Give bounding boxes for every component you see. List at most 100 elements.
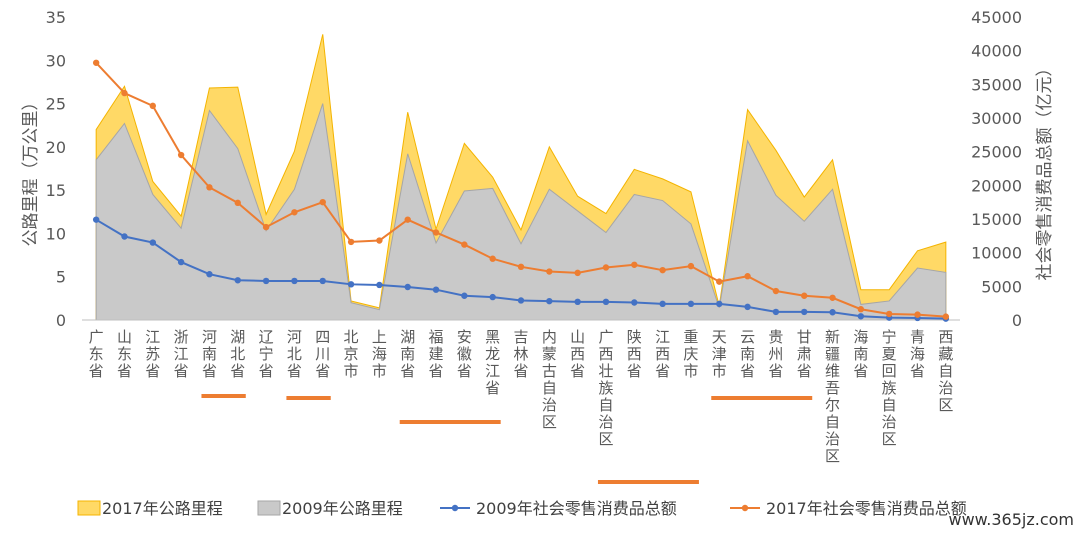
category-label: 新疆维吾尔自治区 bbox=[825, 328, 840, 465]
category-label: 辽宁省 bbox=[259, 328, 274, 380]
point-2009-retail-sales bbox=[574, 298, 581, 306]
point-2017-retail-sales bbox=[92, 59, 100, 66]
category-label: 福建省 bbox=[429, 328, 444, 380]
point-2009-retail-sales bbox=[489, 293, 496, 301]
point-2009-retail-sales bbox=[716, 300, 723, 308]
point-2017-retail-sales bbox=[687, 262, 695, 270]
point-2009-retail-sales bbox=[291, 277, 298, 285]
point-2009-retail-sales bbox=[602, 298, 610, 306]
legend-marker-2017-retail-sales bbox=[741, 504, 749, 512]
point-2009-retail-sales bbox=[234, 277, 241, 284]
category-label: 江西省 bbox=[655, 328, 670, 380]
category-label: 浙江省 bbox=[174, 328, 189, 380]
category-label: 云南省 bbox=[740, 328, 755, 380]
y2-tick-label: 15000 bbox=[971, 210, 1022, 229]
category-label: 山西省 bbox=[570, 328, 585, 380]
y-tick-label: 20 bbox=[46, 138, 66, 157]
point-2017-retail-sales bbox=[772, 287, 780, 295]
category-label: 安徽省 bbox=[457, 328, 472, 380]
point-2009-retail-sales bbox=[432, 286, 440, 293]
category-label: 上海市 bbox=[372, 328, 387, 380]
point-2017-retail-sales bbox=[857, 306, 865, 313]
point-2017-retail-sales bbox=[149, 102, 157, 110]
point-2017-retail-sales bbox=[404, 216, 411, 223]
point-2009-retail-sales bbox=[376, 281, 383, 289]
point-2017-retail-sales bbox=[744, 273, 751, 280]
category-label: 重庆市 bbox=[683, 328, 698, 380]
point-2009-retail-sales bbox=[546, 297, 553, 305]
right-axis-tick-labels: 0 5000 10000 15000 20000 25000 30000 35000 40000… bbox=[971, 8, 1022, 330]
y2-tick-label: 25000 bbox=[971, 143, 1022, 162]
legend-swatch-2017-road-mileage bbox=[77, 500, 101, 516]
point-2017-retail-sales bbox=[319, 198, 326, 206]
y2-tick-label: 10000 bbox=[971, 244, 1022, 263]
point-2009-retail-sales bbox=[149, 239, 157, 246]
point-2017-retail-sales bbox=[914, 311, 921, 318]
category-label: 河北省 bbox=[287, 328, 302, 380]
category-label: 北京市 bbox=[344, 328, 359, 380]
category-label: 湖南省 bbox=[400, 328, 415, 380]
legend: 2017年公路里程 2009年公路里程 2009年社会零售消费品总额 2017年社会零… bbox=[77, 499, 967, 518]
y-tick-label: 35 bbox=[46, 8, 66, 27]
y-tick-label: 0 bbox=[56, 311, 66, 330]
point-2017-retail-sales bbox=[659, 266, 666, 274]
point-2017-retail-sales bbox=[121, 89, 128, 97]
category-label: 广东省 bbox=[89, 328, 104, 380]
point-2017-retail-sales bbox=[942, 313, 950, 320]
point-2009-retail-sales bbox=[262, 277, 270, 285]
legend-label-2009-road-mileage: 2009年公路里程 bbox=[282, 499, 403, 518]
point-2017-retail-sales bbox=[489, 255, 496, 262]
point-2009-retail-sales bbox=[461, 292, 468, 299]
point-2017-retail-sales bbox=[177, 151, 185, 159]
point-2017-retail-sales bbox=[347, 238, 355, 246]
point-2009-retail-sales bbox=[687, 300, 695, 308]
category-underlines bbox=[201, 394, 813, 484]
point-2017-retail-sales bbox=[885, 310, 893, 318]
point-2009-retail-sales bbox=[347, 281, 355, 288]
y2-tick-label: 5000 bbox=[981, 277, 1022, 296]
category-labels: 广东省山东省江苏省浙江省河南省湖北省辽宁省河北省四川省北京市上海市湖南省福建省安… bbox=[89, 328, 954, 465]
y2-tick-label: 35000 bbox=[971, 75, 1022, 94]
point-2017-retail-sales bbox=[461, 241, 468, 248]
point-2017-retail-sales bbox=[801, 292, 808, 299]
y-tick-label: 15 bbox=[46, 181, 66, 200]
point-2017-retail-sales bbox=[291, 209, 298, 216]
point-2009-retail-sales bbox=[801, 308, 808, 316]
point-2009-retail-sales bbox=[772, 308, 780, 316]
y-tick-label: 5 bbox=[56, 268, 66, 287]
point-2017-retail-sales bbox=[602, 264, 610, 271]
category-label: 黑龙江省 bbox=[485, 328, 500, 397]
y2-tick-label: 30000 bbox=[971, 109, 1022, 128]
point-2009-retail-sales bbox=[829, 309, 836, 316]
y2-tick-label: 45000 bbox=[971, 8, 1022, 27]
point-2017-retail-sales bbox=[234, 199, 241, 207]
point-2009-retail-sales bbox=[177, 258, 185, 266]
point-2017-retail-sales bbox=[262, 223, 270, 231]
watermark-text: www.365jz.com bbox=[948, 510, 1074, 529]
category-label: 四川省 bbox=[315, 328, 330, 380]
category-label: 广西壮族自治区 bbox=[598, 328, 613, 448]
legend-label-2009-retail-sales: 2009年社会零售消费品总额 bbox=[476, 499, 677, 518]
category-label: 海南省 bbox=[853, 328, 868, 380]
y2-tick-label: 0 bbox=[1012, 311, 1022, 330]
category-label: 内蒙古自治区 bbox=[542, 328, 557, 431]
y2-tick-label: 20000 bbox=[971, 176, 1022, 195]
point-2009-retail-sales bbox=[121, 233, 128, 240]
category-label: 贵州省 bbox=[768, 328, 783, 380]
category-label: 河南省 bbox=[202, 328, 217, 380]
y-tick-label: 25 bbox=[46, 95, 66, 114]
point-2017-retail-sales bbox=[376, 237, 383, 244]
area-2009-road-mileage bbox=[95, 103, 947, 321]
point-2009-retail-sales bbox=[659, 300, 666, 308]
category-label: 陕西省 bbox=[627, 328, 642, 380]
left-axis-title: 公路里程（万公里） bbox=[21, 94, 41, 247]
point-2017-retail-sales bbox=[546, 268, 553, 275]
point-2017-retail-sales bbox=[517, 263, 525, 271]
y-tick-label: 30 bbox=[46, 51, 66, 70]
point-2017-retail-sales bbox=[716, 278, 723, 285]
category-label: 江苏省 bbox=[145, 328, 160, 380]
point-2009-retail-sales bbox=[517, 297, 525, 304]
point-2017-retail-sales bbox=[206, 184, 213, 191]
